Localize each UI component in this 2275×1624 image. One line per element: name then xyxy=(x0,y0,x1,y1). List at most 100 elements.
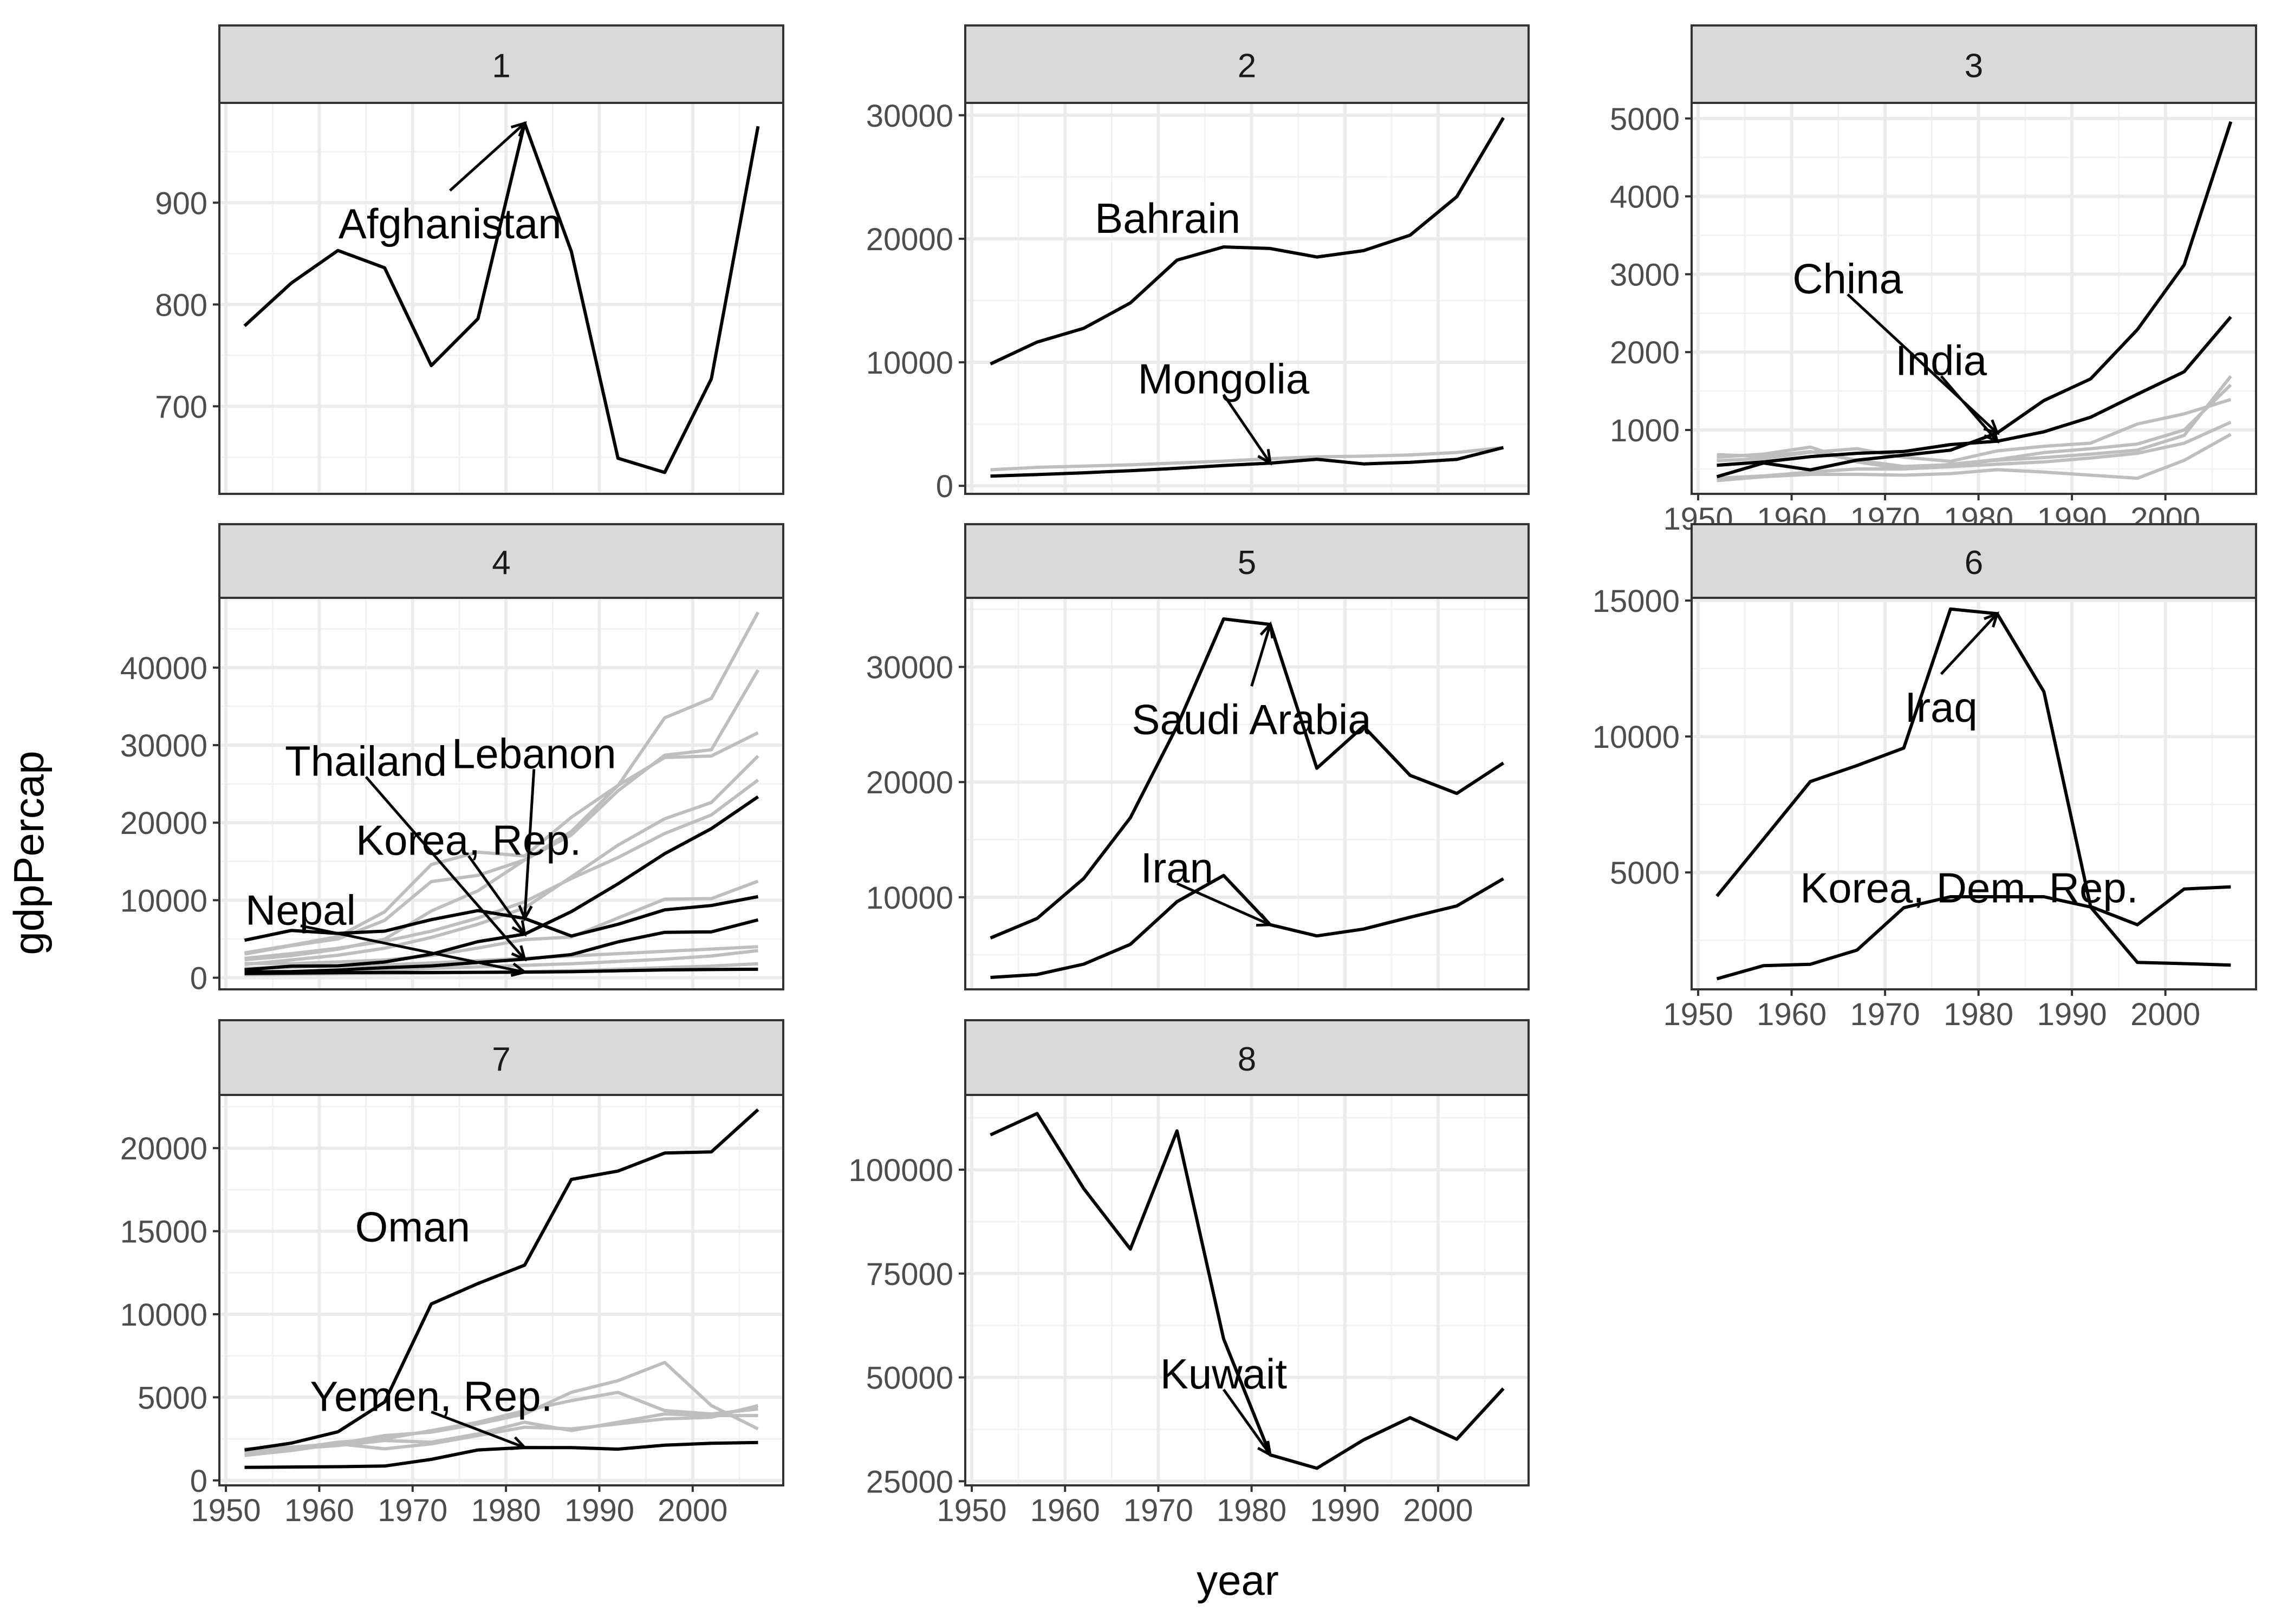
y-tick-label: 30000 xyxy=(120,728,207,764)
facet-panel-7: 7 0 5000 10000 15000 20000 1950 1960 1970 1980 199… xyxy=(120,1019,784,1528)
x-tick-label: 1950 xyxy=(191,1493,261,1528)
annotation-arrow xyxy=(300,924,525,974)
annotation-arrow xyxy=(523,769,536,919)
y-tick-label: 10000 xyxy=(1592,720,1680,755)
annotation-arrowhead xyxy=(510,121,527,137)
facet-panel-5: 5 10000 20000 30000 Saudi Arabia Iran xyxy=(866,523,1530,990)
x-axis-title: year xyxy=(1197,1556,1279,1604)
facet-panel-6: 6 5000 10000 15000 1950 1960 1970 1980 1990 2000 I… xyxy=(1592,523,2257,1032)
annotation-label: Thailand xyxy=(285,738,447,785)
annotation-label: Afghanistan xyxy=(339,200,562,247)
annotation-label: Lebanon xyxy=(452,729,616,777)
facet-strip xyxy=(218,24,784,104)
y-axis-title: gdpPercap xyxy=(5,751,53,955)
x-tick-label: 1970 xyxy=(1850,997,1920,1032)
series-line-india xyxy=(1717,316,2232,467)
series-line-afghanistan xyxy=(243,121,760,474)
annotation-arrow xyxy=(1940,375,1999,442)
facet-panel-2: 2 0 10000 20000 30000 Bahrain Mongolia xyxy=(866,24,1530,504)
annotation-arrowhead xyxy=(518,905,533,922)
facet-panel-4: 4 0 10000 20000 30000 40000 Thailand Lebanon Kor… xyxy=(120,523,784,996)
series-line-nepal xyxy=(244,967,758,975)
annotation-label: Mongolia xyxy=(1138,355,1310,403)
annotation-arrow xyxy=(467,855,526,935)
series-line-iran xyxy=(990,873,1505,979)
annotation-arrowhead xyxy=(1984,611,2000,628)
y-tick-label: 10000 xyxy=(120,883,207,918)
facet-strip xyxy=(1691,523,2257,599)
y-tick-label: 0 xyxy=(190,961,207,996)
annotation-label: China xyxy=(1792,255,1903,303)
annotation-arrow xyxy=(1222,394,1272,464)
y-tick-label: 40000 xyxy=(120,651,207,686)
annotation-arrowhead xyxy=(510,1436,528,1450)
background-series-line xyxy=(1717,420,2232,480)
annotation-label: Saudi Arabia xyxy=(1132,695,1372,743)
panel-border xyxy=(1691,597,2257,990)
panel-border xyxy=(964,1094,1530,1486)
x-tick-label: 1950 xyxy=(937,1493,1007,1528)
y-tick-label: 100000 xyxy=(848,1153,953,1188)
facet-panel-8: 8 25000 50000 75000 100000 1950 1960 1970 1980 19… xyxy=(848,1019,1530,1528)
series-line-oman xyxy=(244,1108,759,1452)
series-line-iraq xyxy=(1715,607,2231,927)
y-tick-label: 4000 xyxy=(1610,180,1680,215)
series-line-korea-dem-rep xyxy=(1716,895,2231,981)
facet-strip xyxy=(218,523,784,599)
panel-border xyxy=(1691,102,2257,495)
annotation-arrowhead xyxy=(1984,427,1999,444)
annotation-label: Korea, Rep. xyxy=(356,817,581,864)
facet-strip-label: 2 xyxy=(1238,48,1256,85)
facet-strip-label: 5 xyxy=(1238,544,1256,582)
facet-strip-label: 7 xyxy=(492,1041,510,1078)
annotation-arrowhead xyxy=(1256,913,1273,927)
annotation-arrowhead xyxy=(1259,621,1274,639)
x-tick-label: 1980 xyxy=(471,1493,541,1528)
annotation-arrowhead xyxy=(511,919,526,937)
series-line-saudi-arabia xyxy=(990,617,1505,940)
annotation-label: Yemen, Rep. xyxy=(310,1372,552,1420)
annotation-label: Bahrain xyxy=(1095,194,1240,242)
y-tick-label: 10000 xyxy=(120,1297,207,1333)
background-series-line xyxy=(244,669,760,956)
x-tick-label: 2000 xyxy=(1403,1493,1473,1528)
y-tick-label: 50000 xyxy=(866,1361,953,1396)
series-line-korea-rep xyxy=(244,795,759,971)
y-tick-label: 15000 xyxy=(120,1215,207,1250)
series-line-thailand xyxy=(244,918,759,974)
y-tick-label: 700 xyxy=(155,389,207,425)
y-tick-label: 20000 xyxy=(866,222,953,257)
y-tick-label: 5000 xyxy=(138,1380,207,1416)
facet-strip xyxy=(964,24,1530,104)
background-series-line xyxy=(244,731,759,955)
annotation-arrow xyxy=(431,1410,525,1449)
y-tick-label: 0 xyxy=(936,469,953,504)
x-tick-label: 1990 xyxy=(2037,997,2107,1032)
x-tick-label: 1950 xyxy=(1663,997,1733,1032)
y-tick-label: 800 xyxy=(155,288,207,323)
facet-strip-label: 6 xyxy=(1965,544,1983,582)
annotation-arrowhead xyxy=(510,962,528,977)
x-tick-label: 1990 xyxy=(564,1493,634,1528)
y-tick-label: 20000 xyxy=(866,765,953,800)
facet-strip xyxy=(964,523,1530,599)
y-tick-label: 5000 xyxy=(1610,102,1680,137)
x-tick-label: 1960 xyxy=(1030,1493,1100,1528)
background-series-line xyxy=(244,778,759,960)
y-tick-label: 10000 xyxy=(866,881,953,916)
background-series-line xyxy=(1717,383,2232,471)
background-series-line xyxy=(1717,397,2232,463)
annotation-label: Korea, Dem. Rep. xyxy=(1800,864,2138,912)
series-line-mongolia xyxy=(990,446,1504,478)
series-line-yemen-rep xyxy=(244,1440,758,1469)
x-tick-label: 1970 xyxy=(378,1493,447,1528)
panel-border xyxy=(964,597,1530,990)
annotation-arrow xyxy=(1940,612,1998,675)
annotation-arrow xyxy=(1176,882,1271,927)
facet-strip-label: 1 xyxy=(492,48,510,85)
x-tick-label: 2000 xyxy=(2130,997,2200,1032)
annotation-arrowhead xyxy=(1257,1440,1272,1458)
